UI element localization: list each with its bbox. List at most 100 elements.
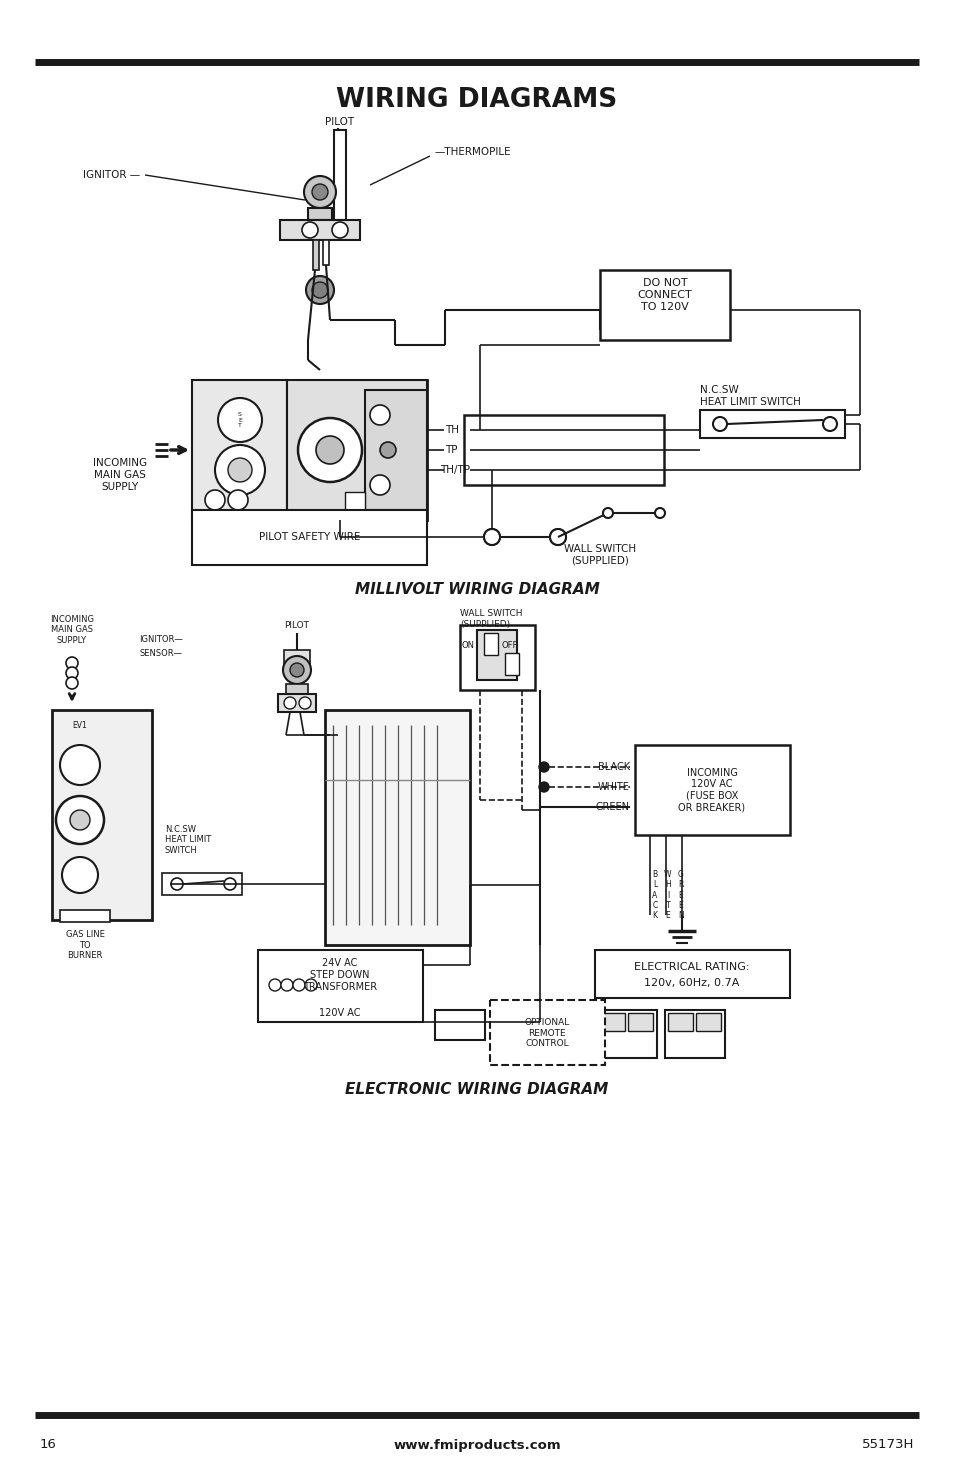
Text: OPTIONAL
REMOTE
CONTROL: OPTIONAL REMOTE CONTROL bbox=[524, 1018, 569, 1047]
Bar bbox=[334, 130, 346, 220]
Circle shape bbox=[70, 810, 90, 830]
Bar bbox=[595, 950, 789, 999]
Circle shape bbox=[822, 417, 836, 431]
Text: DO NOT
CONNECT
TO 120V: DO NOT CONNECT TO 120V bbox=[637, 279, 692, 311]
Circle shape bbox=[218, 398, 262, 442]
Text: 24V AC
STEP DOWN
TRANSFORMER: 24V AC STEP DOWN TRANSFORMER bbox=[303, 959, 376, 991]
Text: WALL SWITCH
(SUPPLIED): WALL SWITCH (SUPPLIED) bbox=[459, 609, 522, 628]
Text: —THERMOPILE: —THERMOPILE bbox=[435, 148, 511, 156]
Circle shape bbox=[304, 176, 335, 208]
Text: 55173H: 55173H bbox=[861, 1438, 913, 1451]
Text: G
R
E
E
N: G R E E N bbox=[678, 870, 683, 920]
Bar bbox=[308, 208, 332, 220]
Circle shape bbox=[66, 677, 78, 689]
Text: 16: 16 bbox=[40, 1438, 57, 1451]
Circle shape bbox=[550, 530, 565, 544]
Circle shape bbox=[283, 656, 311, 684]
Circle shape bbox=[66, 656, 78, 670]
Bar bbox=[313, 240, 318, 270]
Text: N.C.SW
HEAT LIMIT
SWITCH: N.C.SW HEAT LIMIT SWITCH bbox=[165, 825, 211, 856]
Bar bbox=[257, 950, 422, 1022]
Circle shape bbox=[538, 782, 548, 792]
Circle shape bbox=[306, 276, 334, 304]
Text: TP: TP bbox=[444, 445, 457, 454]
Text: WHITE: WHITE bbox=[598, 782, 629, 792]
Circle shape bbox=[312, 282, 328, 298]
Circle shape bbox=[205, 490, 225, 510]
Circle shape bbox=[305, 979, 316, 991]
Circle shape bbox=[281, 979, 293, 991]
Circle shape bbox=[312, 184, 328, 201]
Circle shape bbox=[602, 507, 613, 518]
Text: GREEN: GREEN bbox=[596, 802, 629, 813]
Text: WIRING DIAGRAMS: WIRING DIAGRAMS bbox=[336, 87, 617, 114]
Circle shape bbox=[269, 979, 281, 991]
Circle shape bbox=[214, 445, 265, 496]
Bar bbox=[323, 240, 329, 266]
Circle shape bbox=[293, 979, 305, 991]
Bar bbox=[599, 270, 729, 341]
Circle shape bbox=[483, 530, 499, 544]
Text: HEAT LIMIT SWITCH: HEAT LIMIT SWITCH bbox=[700, 397, 800, 407]
Text: 120v, 60Hz, 0.7A: 120v, 60Hz, 0.7A bbox=[643, 978, 739, 988]
Bar bbox=[192, 510, 427, 565]
Bar bbox=[287, 381, 427, 521]
Bar bbox=[635, 745, 789, 835]
Circle shape bbox=[538, 763, 548, 771]
Bar bbox=[700, 410, 844, 438]
Text: S
E
T: S E T bbox=[238, 412, 242, 428]
Bar bbox=[463, 414, 663, 485]
Circle shape bbox=[302, 223, 317, 237]
Text: TH/TP: TH/TP bbox=[439, 465, 470, 475]
Bar bbox=[504, 653, 518, 676]
Text: INCOMING
MAIN GAS
SUPPLY: INCOMING MAIN GAS SUPPLY bbox=[92, 459, 147, 491]
Bar bbox=[286, 684, 308, 695]
Bar bbox=[325, 709, 470, 945]
Bar bbox=[345, 493, 365, 510]
Circle shape bbox=[298, 698, 311, 709]
Bar bbox=[459, 625, 535, 690]
Circle shape bbox=[655, 507, 664, 518]
Circle shape bbox=[56, 796, 104, 844]
Text: B
L
A
C
K: B L A C K bbox=[652, 870, 657, 920]
Text: W
H
I
T
E: W H I T E bbox=[663, 870, 671, 920]
Text: ELECTRONIC WIRING DIAGRAM: ELECTRONIC WIRING DIAGRAM bbox=[345, 1083, 608, 1097]
Text: PILOT SAFETY WIRE: PILOT SAFETY WIRE bbox=[259, 532, 360, 541]
Bar bbox=[483, 633, 497, 655]
Bar bbox=[627, 1013, 652, 1031]
Circle shape bbox=[224, 878, 235, 889]
Bar bbox=[696, 1013, 720, 1031]
Text: SENSOR—: SENSOR— bbox=[140, 649, 183, 658]
Bar bbox=[277, 695, 315, 712]
Circle shape bbox=[228, 490, 248, 510]
Text: GAS LINE
TO
BURNER: GAS LINE TO BURNER bbox=[66, 931, 104, 960]
Bar bbox=[52, 709, 152, 920]
Bar bbox=[664, 1010, 724, 1058]
Circle shape bbox=[66, 667, 78, 678]
Text: ON: ON bbox=[461, 640, 475, 649]
Circle shape bbox=[290, 662, 304, 677]
Bar bbox=[597, 1010, 657, 1058]
Circle shape bbox=[62, 857, 98, 892]
Circle shape bbox=[315, 437, 344, 465]
Bar bbox=[192, 381, 427, 521]
Bar bbox=[60, 910, 110, 922]
Bar bbox=[435, 1010, 484, 1040]
Bar bbox=[667, 1013, 692, 1031]
Text: 120V AC: 120V AC bbox=[319, 1007, 360, 1018]
Text: WALL SWITCH
(SUPPLIED): WALL SWITCH (SUPPLIED) bbox=[563, 544, 636, 566]
Text: www.fmiproducts.com: www.fmiproducts.com bbox=[393, 1438, 560, 1451]
Circle shape bbox=[284, 698, 295, 709]
Circle shape bbox=[60, 745, 100, 785]
Text: BLACK: BLACK bbox=[598, 763, 629, 771]
Circle shape bbox=[370, 475, 390, 496]
Text: IGNITOR—: IGNITOR— bbox=[139, 636, 183, 645]
Bar bbox=[490, 1000, 604, 1065]
Text: TH: TH bbox=[444, 425, 458, 435]
Text: PILOT: PILOT bbox=[325, 117, 354, 127]
Bar bbox=[280, 220, 359, 240]
Bar bbox=[476, 630, 517, 680]
Circle shape bbox=[370, 406, 390, 425]
Text: OFF: OFF bbox=[501, 640, 517, 649]
Circle shape bbox=[379, 442, 395, 459]
